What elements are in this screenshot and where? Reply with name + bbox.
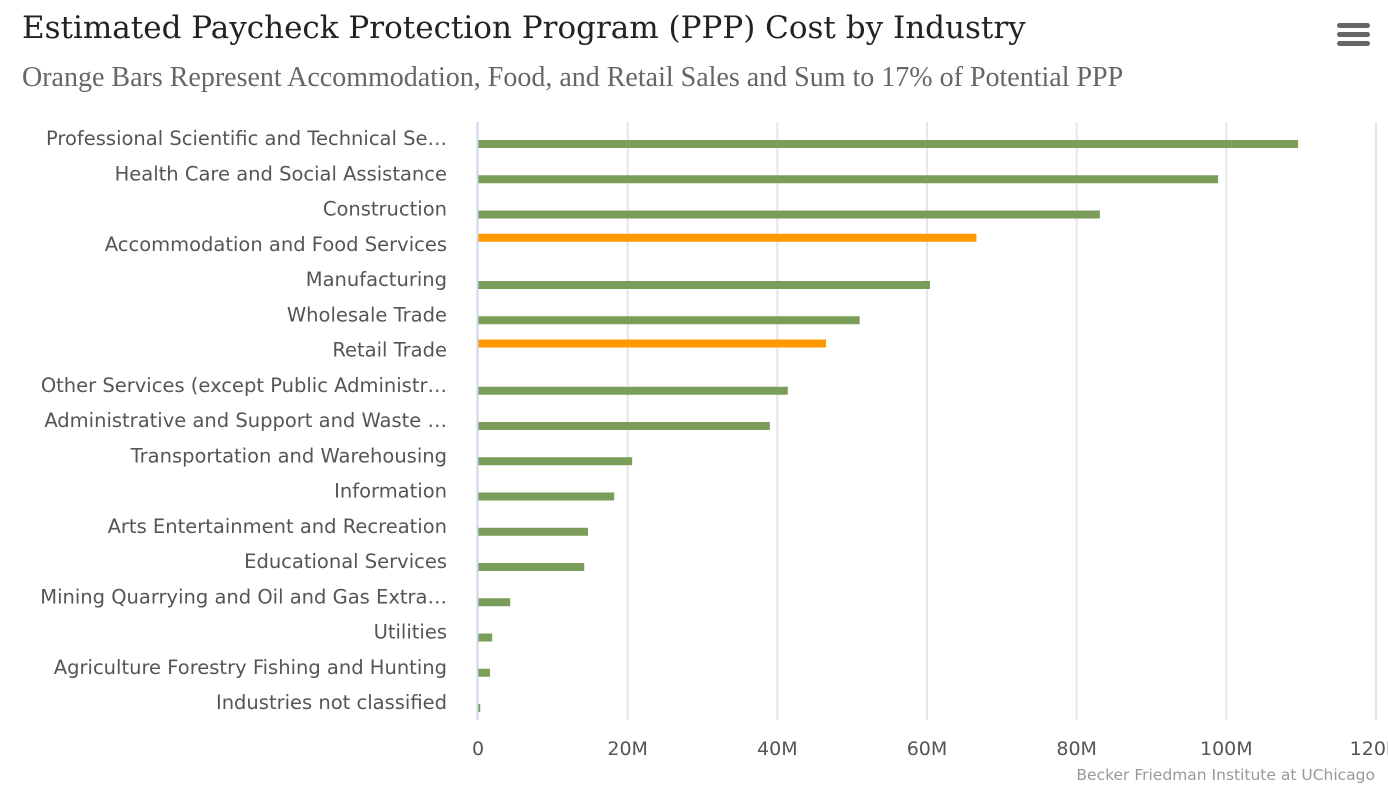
x-tick-label: 40M bbox=[757, 738, 798, 760]
category-label: Agriculture Forestry Fishing and Hunting bbox=[54, 656, 447, 679]
category-label: Wholesale Trade bbox=[287, 303, 447, 326]
x-tick-label: 60M bbox=[907, 738, 948, 760]
bar-green[interactable] bbox=[478, 140, 1299, 148]
bar-green[interactable] bbox=[478, 457, 633, 466]
category-label: Arts Entertainment and Recreation bbox=[108, 515, 447, 538]
bar-green[interactable] bbox=[478, 668, 490, 677]
bar-green[interactable] bbox=[478, 563, 585, 571]
category-label: Other Services (except Public Administr… bbox=[41, 374, 447, 397]
bar-green[interactable] bbox=[478, 316, 860, 325]
chart-credit[interactable]: Becker Friedman Institute at UChicago bbox=[1076, 766, 1375, 784]
category-label: Information bbox=[334, 480, 447, 503]
bar-green[interactable] bbox=[478, 386, 788, 395]
category-label: Utilities bbox=[374, 621, 447, 644]
category-label: Administrative and Support and Waste … bbox=[44, 409, 447, 432]
x-tick-label: 80M bbox=[1056, 738, 1097, 760]
bar-orange[interactable] bbox=[478, 233, 977, 242]
bar-green[interactable] bbox=[478, 492, 615, 501]
category-label: Industries not classified bbox=[216, 691, 447, 714]
bar-green[interactable] bbox=[478, 175, 1219, 184]
hamburger-menu-icon[interactable] bbox=[1336, 20, 1370, 60]
category-label: Transportation and Warehousing bbox=[130, 444, 447, 467]
chart-title: Estimated Paycheck Protection Program (P… bbox=[22, 10, 1026, 46]
category-label: Health Care and Social Assistance bbox=[115, 162, 447, 185]
bar-orange[interactable] bbox=[478, 339, 826, 348]
bar-green[interactable] bbox=[478, 704, 481, 712]
x-tick-label: 0 bbox=[472, 738, 484, 760]
chart-subtitle: Orange Bars Represent Accommodation, Foo… bbox=[22, 62, 1123, 93]
bar-green[interactable] bbox=[478, 527, 589, 536]
category-label: Mining Quarrying and Oil and Gas Extra… bbox=[40, 585, 447, 608]
bar-green[interactable] bbox=[478, 422, 770, 430]
category-labels: Professional Scientific and Technical Se… bbox=[40, 127, 447, 714]
category-label: Construction bbox=[323, 198, 447, 221]
x-tick-label: 120M bbox=[1350, 738, 1388, 760]
category-label: Educational Services bbox=[244, 550, 447, 573]
category-label: Manufacturing bbox=[306, 268, 447, 291]
bar-green[interactable] bbox=[478, 633, 493, 642]
x-axis-ticks: 0 20M 40M 60M 80M 100M 120M bbox=[472, 738, 1388, 760]
x-tick-label: 100M bbox=[1200, 738, 1253, 760]
category-label: Retail Trade bbox=[332, 339, 447, 362]
bar-green[interactable] bbox=[478, 598, 511, 607]
bar-green[interactable] bbox=[478, 281, 930, 289]
grid-lines bbox=[626, 122, 1377, 720]
x-tick-label: 20M bbox=[607, 738, 648, 760]
category-label: Professional Scientific and Technical Se… bbox=[46, 127, 447, 150]
category-label: Accommodation and Food Services bbox=[105, 233, 447, 256]
bar-green[interactable] bbox=[478, 210, 1100, 219]
bars bbox=[478, 140, 1299, 712]
